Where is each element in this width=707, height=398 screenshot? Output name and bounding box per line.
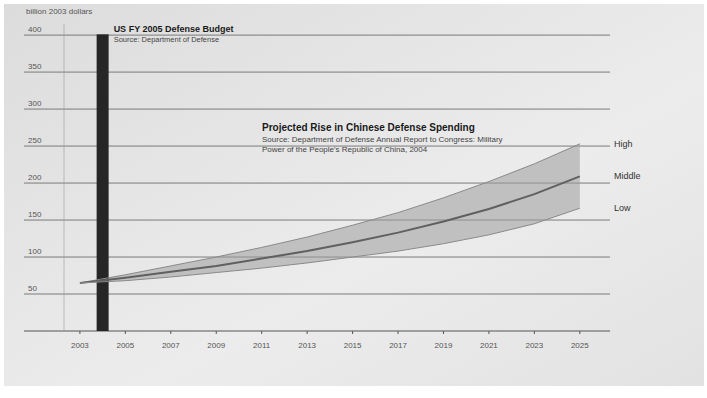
page — [0, 0, 707, 398]
series-label: Middle — [614, 171, 641, 181]
line — [80, 208, 580, 283]
x-tick-label: 2011 — [253, 341, 271, 350]
series-label: Low — [614, 203, 631, 213]
x-tick — [534, 331, 535, 334]
x-tick-label: 2007 — [162, 341, 180, 350]
x-tick — [261, 331, 262, 334]
grid-line — [24, 72, 610, 73]
bar-source: Source: Department of Defense — [114, 35, 219, 44]
x-tick — [170, 331, 171, 334]
grid-line — [24, 294, 610, 295]
x-tick-label: 2025 — [571, 341, 589, 350]
x-axis-line — [24, 331, 610, 332]
labels: US FY 2005 Defense BudgetSource: Departm… — [114, 24, 641, 213]
x-tick — [79, 331, 80, 334]
x-tick-label: 2009 — [207, 341, 225, 350]
x-tick-label: 2017 — [389, 341, 407, 350]
y-axis-line — [64, 24, 65, 331]
y-tick-label: 300 — [28, 99, 42, 108]
x-tick — [488, 331, 489, 334]
bar-label: US FY 2005 Defense Budget — [114, 24, 234, 34]
line — [80, 176, 580, 283]
bar — [97, 34, 109, 331]
y-tick-label: 350 — [28, 62, 42, 71]
grid-line — [24, 109, 610, 110]
y-axis-title: billion 2003 dollars — [26, 7, 92, 16]
x-tick-label: 2021 — [480, 341, 498, 350]
x-tick-label: 2005 — [116, 341, 134, 350]
x-tick-label: 2019 — [435, 341, 453, 350]
grid-line — [24, 35, 610, 36]
x-tick — [398, 331, 399, 334]
source-line: Power of the People's Republic of China,… — [262, 145, 428, 154]
x-tick — [307, 331, 308, 334]
x-tick-label: 2013 — [298, 341, 316, 350]
x-tick — [579, 331, 580, 334]
series-label: High — [614, 139, 633, 149]
line — [80, 144, 580, 283]
source-line: Source: Department of Defense Annual Rep… — [262, 135, 503, 144]
y-tick-label: 200 — [28, 173, 42, 182]
y-tick-label: 100 — [28, 247, 42, 256]
x-tick-label: 2023 — [525, 341, 543, 350]
x-tick — [216, 331, 217, 334]
chart: 50 100 150 200 250 300 350 400 billion 2003 doll… — [0, 0, 707, 398]
x-tick — [352, 331, 353, 334]
y-tick-label: 250 — [28, 136, 42, 145]
y-tick-label: 400 — [28, 25, 42, 34]
x-tick — [443, 331, 444, 334]
projection-band — [80, 144, 580, 283]
panel-background — [4, 4, 704, 386]
projection-source: Source: Department of Defense Annual Rep… — [262, 135, 503, 154]
x-tick-label: 2015 — [344, 341, 362, 350]
y-tick-label: 50 — [28, 284, 37, 293]
marks — [80, 34, 580, 331]
projection-title: Projected Rise in Chinese Defense Spendi… — [262, 122, 475, 133]
x-tick — [125, 331, 126, 334]
y-tick-label: 150 — [28, 210, 42, 219]
x-tick-label: 2003 — [71, 341, 89, 350]
